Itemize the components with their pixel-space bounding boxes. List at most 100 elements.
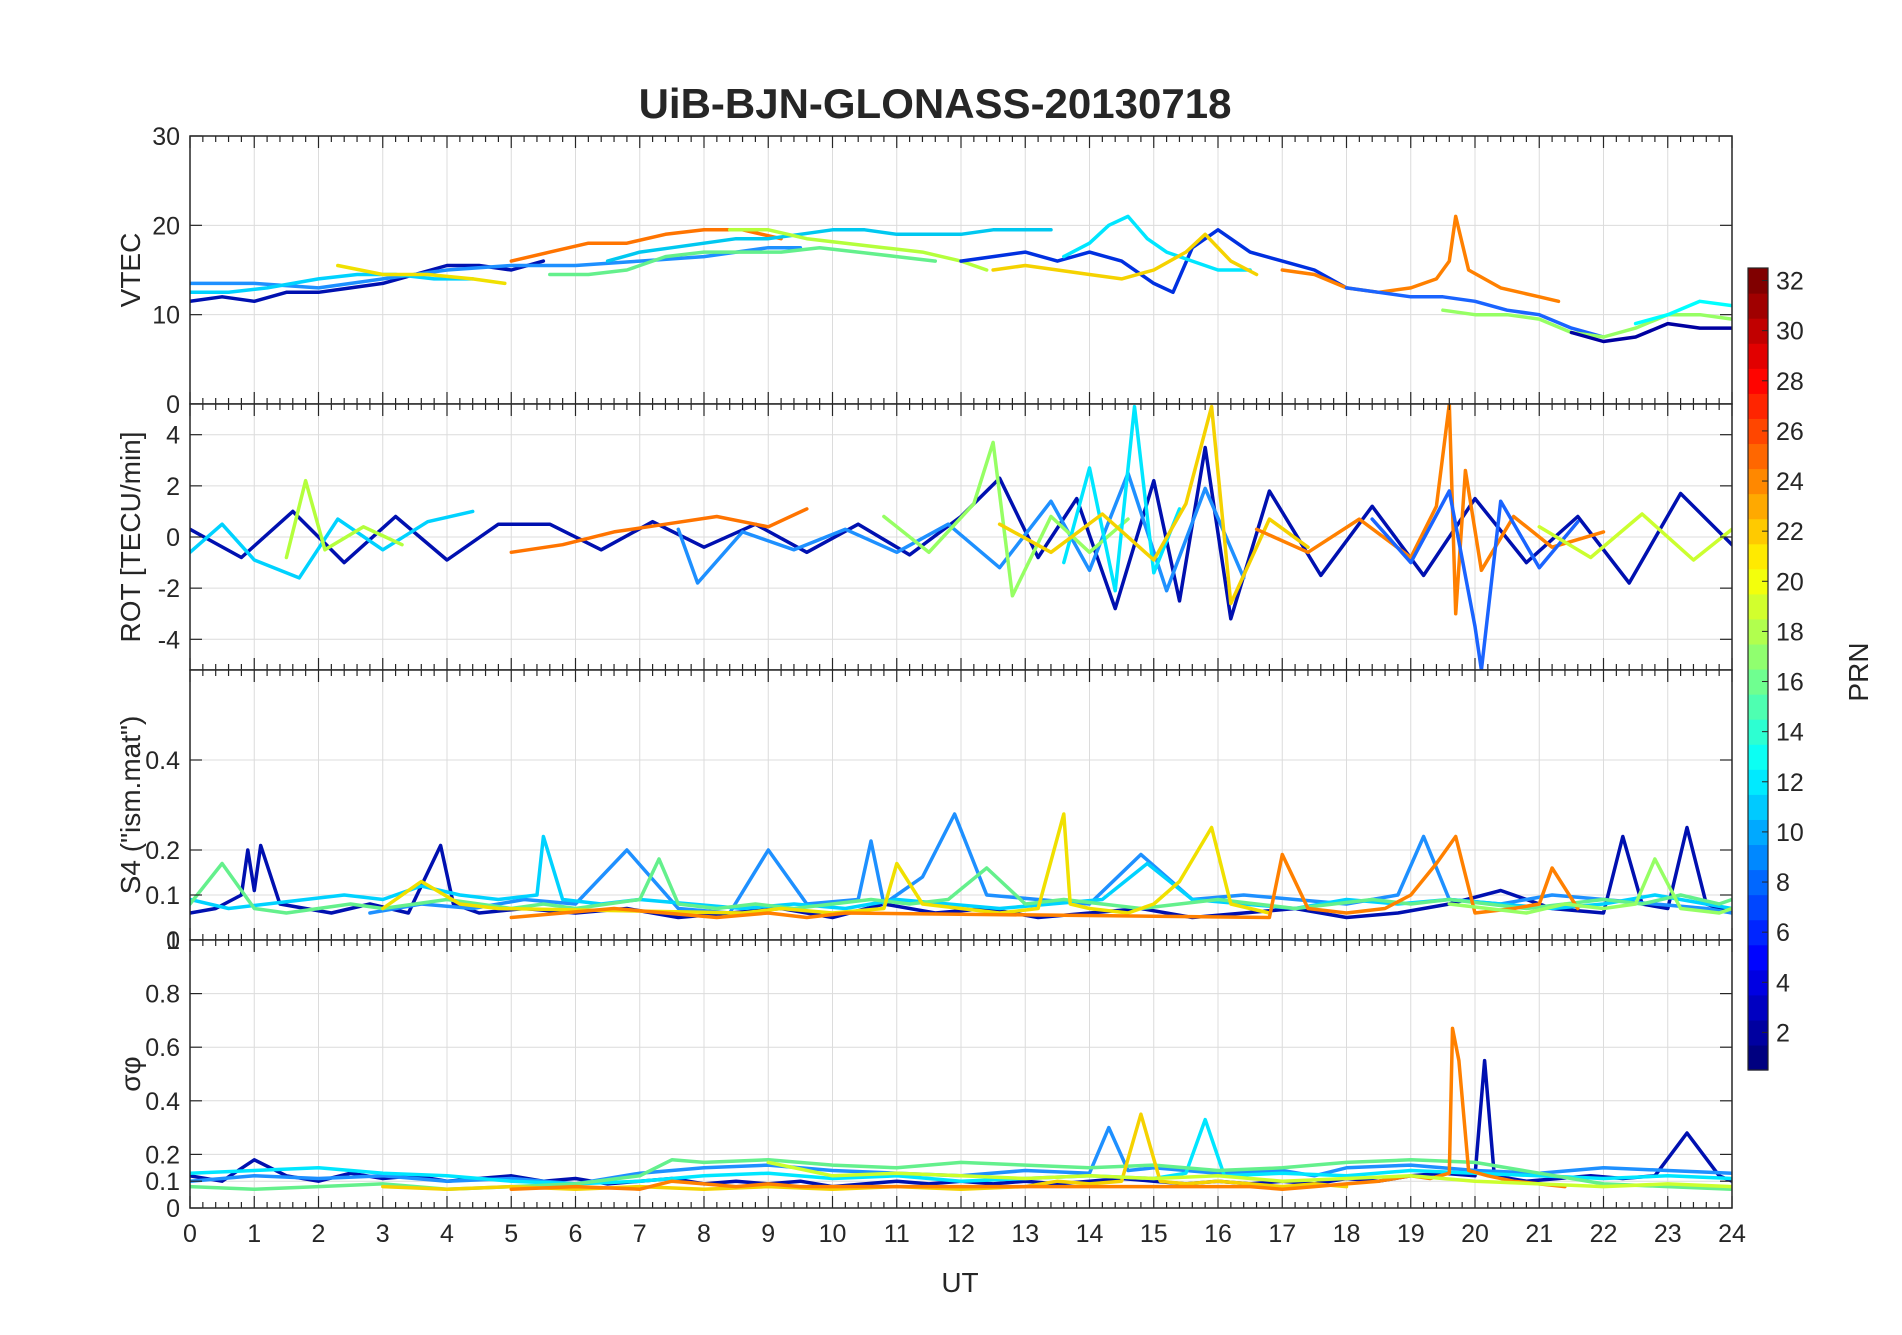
series-line-rot-4 — [676, 471, 1246, 593]
series-line-rot-3 — [509, 507, 809, 555]
colorbar-cell — [1748, 894, 1768, 921]
y-tick-label: 0.1 — [145, 882, 180, 910]
colorbar-tick-label: 2 — [1776, 1019, 1790, 1047]
colorbar-cell — [1748, 919, 1768, 946]
x-tick-label: 13 — [1011, 1220, 1039, 1248]
y-tick-label: -2 — [158, 575, 180, 603]
y-axis-label: σφ — [115, 1056, 146, 1091]
y-tick-label: 30 — [152, 123, 180, 151]
colorbar-cell — [1748, 694, 1768, 720]
y-tick-label: 4 — [166, 422, 180, 450]
colorbar-tick-label: 12 — [1776, 769, 1804, 797]
x-ticks — [189, 670, 1733, 940]
series-line-sigma_phi-6 — [766, 1160, 1732, 1189]
x-tick-label: 6 — [569, 1220, 583, 1248]
x-tick-label: 2 — [312, 1220, 326, 1248]
panel-rot: -4 -2 0 2 4 ROT [TECU/min] — [115, 403, 1733, 671]
y-tick-label: 20 — [152, 212, 180, 240]
x-tick-label: 16 — [1204, 1220, 1232, 1248]
y-tick-label: 0.2 — [145, 1141, 180, 1169]
series-line-vtec-5 — [605, 228, 1053, 263]
series-line-sigma_phi-5 — [509, 1026, 1567, 1191]
series-line-rot-7 — [997, 404, 1310, 606]
series-line-s4-3 — [190, 857, 1732, 915]
colorbar-cell — [1748, 418, 1768, 445]
x-tick-label: 17 — [1268, 1220, 1296, 1248]
y-axis-label: VTEC — [115, 233, 146, 308]
chart-title: UiB-BJN-GLONASS-20130718 — [639, 80, 1232, 127]
colorbar-tick-label: 4 — [1776, 969, 1790, 997]
series-line-vtec-7 — [548, 245, 938, 277]
colorbar-cell — [1748, 994, 1768, 1021]
series-line-rot-9 — [1370, 489, 1580, 670]
y-axis-label: S4 ("ism.mat") — [115, 716, 146, 895]
colorbar-tick-label: 20 — [1776, 568, 1804, 596]
colorbar-cell — [1748, 969, 1768, 996]
x-tick-label: 4 — [440, 1220, 454, 1248]
x-tick-labels: 0 1 2 3 4 5 6 7 8 9 10 11 12 13 14 15 16 17 18 19 20 21 22 23 24 — [183, 1220, 1746, 1248]
colorbar-cell — [1748, 593, 1768, 620]
series-group — [190, 404, 1732, 670]
colorbar-cell — [1748, 643, 1768, 670]
series-line-vtec-13 — [1441, 308, 1732, 339]
x-ticks — [189, 940, 1733, 1208]
colorbar-cell — [1748, 468, 1768, 495]
series-group — [190, 214, 1732, 344]
colorbar-tick-label: 8 — [1776, 869, 1790, 897]
colorbar-label: PRN — [1843, 642, 1874, 701]
series-line-rot-1 — [190, 509, 475, 580]
y-tick-label: 0.8 — [145, 981, 180, 1009]
colorbar-cell — [1748, 944, 1768, 971]
colorbar-tick-label: 22 — [1776, 518, 1804, 546]
series-group — [190, 1026, 1732, 1191]
colorbar-cell — [1748, 618, 1768, 645]
colorbar-cell — [1748, 819, 1768, 846]
y-axis-label: ROT [TECU/min] — [115, 431, 146, 642]
x-tick-label: 12 — [947, 1220, 975, 1248]
colorbar-tick-label: 32 — [1776, 268, 1804, 296]
colorbar-cell — [1748, 343, 1768, 369]
series-line-vtec-8 — [959, 228, 1349, 295]
colorbar-tick-label: 6 — [1776, 919, 1790, 947]
x-tick-label: 22 — [1590, 1220, 1618, 1248]
x-tick-label: 19 — [1397, 1220, 1425, 1248]
colorbar-cell — [1748, 268, 1768, 294]
colorbar-tick-label: 24 — [1776, 468, 1804, 496]
series-line-vtec-10 — [991, 232, 1259, 281]
series-line-vtec-12 — [1344, 286, 1606, 339]
y-tick-label: 0 — [166, 927, 180, 955]
x-tick-label: 0 — [183, 1220, 197, 1248]
colorbar-cell — [1748, 1044, 1768, 1071]
colorbar-tick-label: 30 — [1776, 318, 1804, 346]
colorbar-cell — [1748, 293, 1768, 319]
x-tick-label: 15 — [1140, 1220, 1168, 1248]
y-tick-label: -4 — [158, 626, 180, 654]
colorbar-cell — [1748, 794, 1768, 820]
colorbar-cell — [1748, 844, 1768, 871]
x-tick-label: 23 — [1654, 1220, 1682, 1248]
colorbar-cell — [1748, 518, 1768, 545]
x-tick-label: 8 — [697, 1220, 711, 1248]
colorbar-cell — [1748, 719, 1768, 745]
series-line-vtec-15 — [1633, 299, 1732, 326]
series-line-vtec-3 — [336, 263, 507, 286]
colorbar-cell — [1748, 1019, 1768, 1046]
x-tick-label: 9 — [761, 1220, 775, 1248]
series-line-rot-6 — [1062, 404, 1182, 593]
colorbar-cell — [1748, 769, 1768, 795]
colorbar-tick-label: 26 — [1776, 418, 1804, 446]
colorbar-tick-label: 16 — [1776, 669, 1804, 697]
colorbar-cell — [1748, 318, 1768, 344]
colorbar-tick-label: 10 — [1776, 819, 1804, 847]
series-line-vtec-6 — [727, 228, 989, 272]
series-line-s4-6 — [1447, 857, 1732, 915]
colorbar-cell — [1748, 568, 1768, 595]
x-tick-label: 10 — [819, 1220, 847, 1248]
y-tick-label: 0 — [166, 1195, 180, 1223]
x-tick-label: 14 — [1076, 1220, 1104, 1248]
x-tick-label: 1 — [247, 1220, 261, 1248]
colorbar-cell — [1748, 543, 1768, 570]
colorbar-cell — [1748, 393, 1768, 419]
